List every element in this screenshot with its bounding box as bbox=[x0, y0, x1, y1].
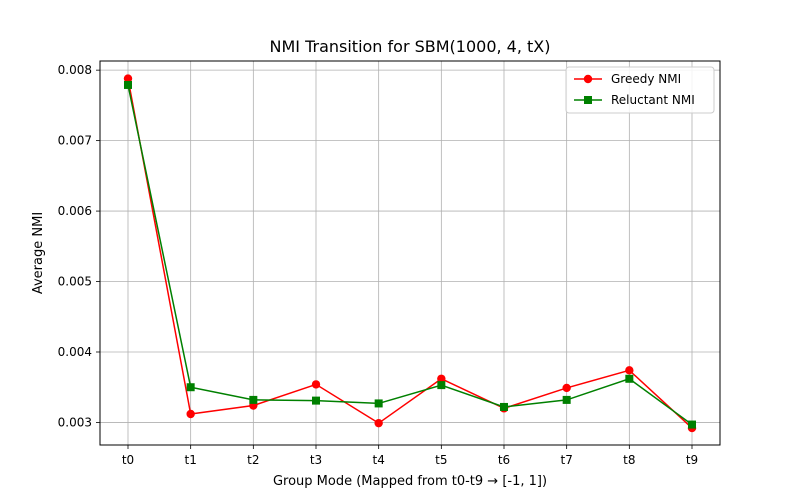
y-tick-label: 0.007 bbox=[58, 134, 92, 148]
x-tick-label: t6 bbox=[498, 453, 510, 467]
x-tick-label: t4 bbox=[372, 453, 384, 467]
series-group bbox=[123, 74, 697, 433]
reluctant-nmi-point bbox=[562, 395, 571, 404]
reluctant-nmi-point bbox=[625, 374, 634, 383]
greedy-nmi-point bbox=[186, 409, 195, 419]
legend-reluctant-nmi-marker bbox=[584, 96, 592, 104]
greedy-nmi-point bbox=[123, 74, 133, 83]
greedy-nmi-line bbox=[127, 78, 693, 429]
x-tick-label: t5 bbox=[435, 453, 447, 467]
plot-frame bbox=[99, 60, 721, 446]
x-tick-label: t7 bbox=[560, 453, 572, 467]
x-tick-label: t1 bbox=[184, 453, 196, 467]
reluctant-nmi-point bbox=[249, 395, 258, 404]
reluctant-nmi-line bbox=[127, 84, 693, 426]
y-tick-label: 0.004 bbox=[58, 345, 92, 359]
reluctant-nmi-point bbox=[500, 402, 508, 411]
reluctant-nmi-point bbox=[312, 396, 320, 405]
legend-greedy-nmi-marker bbox=[583, 74, 593, 84]
y-tick-label: 0.005 bbox=[58, 275, 92, 289]
y-tick-label: 0.006 bbox=[58, 204, 92, 218]
legend-reluctant-nmi-label: Reluctant NMI bbox=[611, 93, 695, 107]
greedy-nmi-point bbox=[562, 383, 571, 393]
chart-title: NMI Transition for SBM(1000, 4, tX) bbox=[269, 37, 550, 56]
x-tick-label: t9 bbox=[686, 453, 698, 467]
y-tick-label: 0.008 bbox=[58, 63, 92, 77]
grid bbox=[100, 61, 720, 445]
x-tick-label: t2 bbox=[247, 453, 259, 467]
reluctant-nmi-point bbox=[437, 381, 446, 390]
greedy-nmi-point bbox=[311, 380, 321, 389]
reluctant-nmi-point bbox=[688, 420, 696, 429]
reluctant-nmi-point bbox=[124, 80, 132, 89]
y-axis-ticks: 0.003 0.004 0.005 0.006 0.007 0.008 bbox=[58, 63, 100, 429]
greedy-nmi-point bbox=[374, 418, 383, 428]
legend: Greedy NMI Reluctant NMI bbox=[565, 66, 715, 114]
legend-box bbox=[565, 66, 715, 114]
x-axis-ticks: t0 t1 t2 t3 t4 t5 t6 t7 t8 t9 bbox=[122, 445, 698, 467]
y-tick-label: 0.003 bbox=[58, 415, 92, 429]
reluctant-nmi-point bbox=[186, 383, 195, 392]
x-axis-label: Group Mode (Mapped from t0-t9 → [-1, 1]) bbox=[273, 474, 547, 489]
x-tick-label: t8 bbox=[623, 453, 635, 467]
x-tick-label: t3 bbox=[310, 453, 322, 467]
greedy-nmi-point bbox=[437, 374, 446, 383]
reluctant-nmi-point bbox=[374, 399, 383, 408]
legend-greedy-nmi-label: Greedy NMI bbox=[611, 72, 681, 86]
x-tick-label: t0 bbox=[122, 453, 134, 467]
greedy-nmi-point bbox=[625, 366, 634, 375]
y-axis-label: Average NMI bbox=[31, 212, 46, 294]
